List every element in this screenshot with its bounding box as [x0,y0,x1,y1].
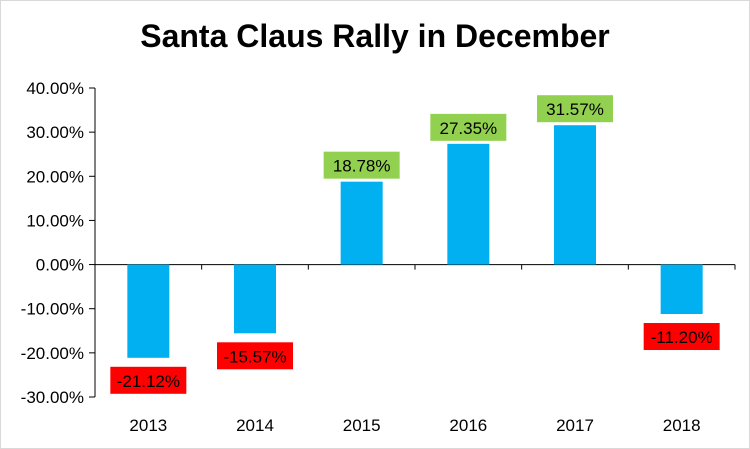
y-tick-label: 40.00% [26,79,84,98]
bar [234,264,276,334]
data-label: 31.57% [546,100,604,119]
y-tick-label: 0.00% [36,256,84,275]
data-label: -21.12% [117,372,180,391]
data-label-box [430,113,507,141]
y-tick-label: -30.00% [21,388,84,407]
data-label-box [323,151,400,179]
data-label: -15.57% [223,347,286,366]
y-tick-label: 10.00% [26,211,84,230]
data-label-box [110,366,187,394]
bar [447,143,490,265]
x-tick-label: 2014 [236,416,274,435]
data-label-box [643,323,720,351]
data-label-box [217,342,293,370]
bar [340,181,383,265]
y-tick-label: 30.00% [26,123,84,142]
bar [660,264,703,315]
x-tick-label: 2018 [663,416,701,435]
y-tick-label: -10.00% [21,300,84,319]
x-tick-label: 2013 [129,416,167,435]
y-tick-label: 20.00% [26,167,84,186]
y-tick-label: -20.00% [21,344,84,363]
x-tick-label: 2016 [449,416,487,435]
data-label: -11.20% [651,328,713,347]
bar [127,264,170,358]
data-label-box [537,95,613,123]
x-tick-label: 2017 [556,416,594,435]
chart-title: Santa Claus Rally in December [140,18,610,54]
bar [554,125,596,265]
data-label: 27.35% [439,119,497,138]
data-label: 18.78% [333,157,391,176]
x-tick-label: 2015 [343,416,381,435]
